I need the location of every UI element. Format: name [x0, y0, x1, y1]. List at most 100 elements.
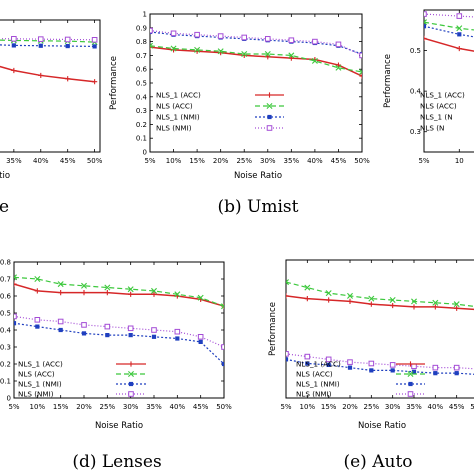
data-point-nls_nmi	[335, 41, 342, 48]
data-point-nls1_acc	[128, 291, 134, 297]
x-tick-label: 50%	[354, 157, 370, 165]
data-point-nls_nmi	[432, 364, 439, 371]
series-line-nls_acc	[286, 281, 474, 308]
legend-marker	[128, 381, 134, 387]
data-point-nls_acc	[57, 281, 64, 288]
series-line-nls1_acc	[14, 283, 224, 307]
panel-b: 00.10.20.30.40.50.60.70.80.915% 10% 15% 20%…	[109, 11, 370, 218]
data-point-nls_acc	[335, 64, 342, 71]
x-tick-label: 35%	[406, 403, 422, 411]
y-tick-label: 0	[143, 149, 147, 157]
data-point-nls1_nmi	[105, 333, 110, 338]
series-line-nls_nmi	[286, 353, 474, 370]
data-point-nls_acc	[14, 274, 17, 281]
data-point-nls1_nmi	[369, 368, 374, 373]
data-point-nls1_acc	[359, 73, 362, 79]
plot-frame	[285, 259, 474, 399]
y-tick-label: 0.8	[0, 259, 11, 267]
x-axis-label: Noise Ratio	[358, 421, 406, 431]
data-point-nls_nmi	[288, 37, 295, 44]
legend-label: NLS_1 (NMI)	[296, 380, 340, 389]
data-point-nls1_nmi	[326, 362, 331, 367]
data-point-nls_nmi	[127, 325, 134, 332]
x-tick-label: 45%	[60, 157, 76, 165]
series-group	[0, 36, 98, 85]
y-tick-label: 0.1	[136, 135, 147, 143]
legend-label: NLS (NMI)	[156, 124, 192, 133]
data-point-nls_acc	[170, 45, 177, 52]
panel-caption: (e) Auto	[343, 452, 412, 472]
data-point-nls1_nmi	[286, 357, 289, 362]
x-tick-label: 10%	[166, 157, 182, 165]
panel-e: 5% 10% 15% 20% 25% 30% 35% 40% 45% 50% NLS_1 (ACC)…	[268, 259, 474, 472]
plot-frame	[423, 9, 474, 153]
y-tick-label: 0.1	[0, 378, 11, 386]
x-tick-label: 40%	[170, 403, 186, 411]
data-point-nls_acc	[368, 295, 375, 302]
series-line-nls1_acc	[0, 65, 95, 83]
series-line-nls_nmi	[150, 29, 362, 56]
data-point-nls_acc	[432, 299, 439, 306]
y-tick-label: 0.6	[136, 66, 148, 74]
data-point-nls1_acc	[34, 288, 40, 294]
legend-marker	[266, 103, 273, 109]
x-tick-label: 10%	[300, 403, 316, 411]
data-point-nls1_nmi	[92, 44, 97, 49]
data-point-nls_nmi	[14, 313, 17, 320]
data-point-nls_acc	[241, 51, 248, 58]
series-line-nls_acc	[14, 276, 224, 307]
x-tick-label: 45%	[449, 403, 465, 411]
data-point-nls_nmi	[174, 328, 181, 335]
data-point-nls1_nmi	[411, 369, 417, 374]
x-tick-label: 45%	[193, 403, 209, 411]
x-tick-label: 20%	[213, 157, 229, 165]
y-tick-label: 0.9	[136, 24, 147, 32]
legend-label: NLS_1 (N	[420, 113, 453, 122]
data-point-nls1_nmi	[65, 43, 70, 49]
series-group	[286, 279, 474, 376]
legend-label: NLS (ACC)	[156, 102, 193, 111]
x-tick-label: 35%	[284, 157, 300, 165]
data-point-nls1_acc	[58, 290, 64, 296]
data-point-nls1_nmi	[390, 368, 395, 373]
data-point-nls1_nmi	[14, 321, 17, 326]
data-point-nls1_nmi	[58, 327, 63, 333]
legend-marker	[128, 391, 134, 397]
data-point-nls1_acc	[14, 281, 17, 287]
data-point-nls_nmi	[81, 322, 87, 328]
data-point-nls_acc	[325, 290, 332, 297]
data-point-nls1_acc	[456, 45, 462, 52]
y-tick-label: 0.3	[0, 344, 11, 352]
x-axis-label: Noise Ratio	[234, 171, 282, 181]
data-point-nls1_acc	[368, 301, 374, 307]
data-point-nls1_acc	[347, 298, 353, 304]
y-tick-label: 0.3	[136, 107, 147, 115]
legend-marker	[128, 371, 134, 377]
legend-marker	[128, 361, 134, 367]
x-tick-label: 5%	[418, 157, 429, 165]
x-tick-label: 35%	[146, 403, 162, 411]
data-point-nls_nmi	[241, 34, 248, 41]
data-point-nls_acc	[34, 276, 41, 282]
data-point-nls1_acc	[326, 297, 332, 303]
legend-marker	[266, 125, 273, 131]
x-tick-label: 15%	[53, 403, 69, 411]
data-point-nls_nmi	[104, 323, 111, 330]
data-point-nls1_nmi	[35, 324, 40, 329]
data-point-nls_nmi	[11, 36, 17, 42]
data-point-nls_acc	[359, 68, 362, 75]
data-point-nls_nmi	[359, 52, 362, 59]
x-tick-label: 40%	[307, 157, 323, 165]
data-point-nls_nmi	[453, 364, 460, 371]
legend-marker	[407, 371, 414, 377]
y-tick-label: 0.3	[410, 128, 421, 136]
x-tick-label: 25%	[364, 403, 380, 411]
x-tick-label: 35%	[6, 157, 22, 165]
data-point-nls_acc	[411, 298, 417, 305]
y-axis-label: Performance	[383, 54, 393, 108]
data-point-nls_acc	[221, 303, 224, 310]
data-point-nls1_nmi	[38, 43, 43, 48]
data-point-nls1_acc	[65, 76, 71, 82]
y-tick-label: 0.2	[136, 121, 147, 129]
series-line-nls1_nmi	[286, 358, 474, 375]
